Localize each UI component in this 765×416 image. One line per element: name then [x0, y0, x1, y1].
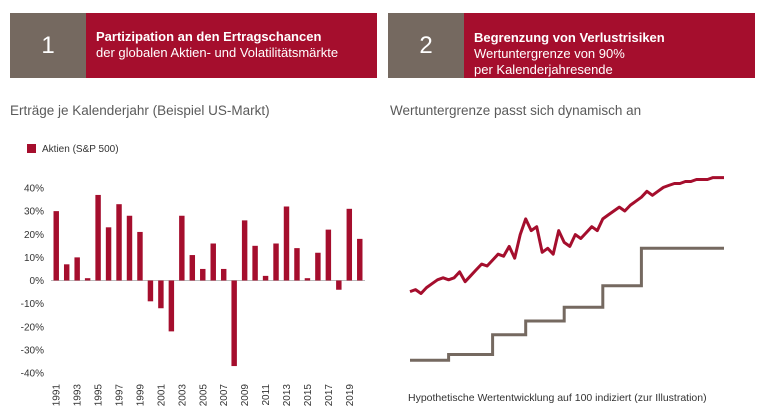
panel-2-line3: per Kalenderjahresende [474, 62, 613, 77]
bar-2011 [262, 275, 269, 281]
panel-1-heading: Partizipation an den Ertragschancen der … [96, 29, 338, 61]
bar-1991 [53, 211, 59, 281]
y-tick-label: -40% [21, 369, 44, 380]
portfolio-line [409, 176, 724, 295]
panel-2-title: Begrenzung von Verlustrisiken [474, 30, 665, 45]
y-tick-label: 0% [30, 276, 45, 287]
bar-2015 [304, 278, 311, 281]
bar-2010 [252, 245, 258, 281]
floor-step-line [410, 246, 724, 362]
x-tick-label: 1993 [73, 384, 84, 407]
x-tick-label: 1997 [115, 384, 126, 407]
bar-2014 [294, 248, 300, 281]
bar-1995 [95, 194, 101, 281]
y-tick-label: 40% [24, 184, 44, 195]
panel-1-title: Partizipation an den Ertragschancen [96, 29, 322, 44]
bar-2018 [336, 280, 342, 290]
x-tick-label: 1995 [94, 384, 105, 407]
x-tick-label: 2013 [282, 384, 293, 407]
bar-1992 [63, 264, 70, 281]
bar-2019 [346, 208, 353, 281]
panel-2-subtitle: Wertuntergrenze passt sich dynamisch an [390, 103, 642, 118]
bar-2009 [241, 220, 248, 281]
bar-2013 [283, 206, 290, 281]
bar-1993 [74, 257, 80, 281]
bar-1996 [105, 227, 112, 281]
panel-2-heading: Begrenzung von Verlustrisiken Wertunterg… [474, 30, 665, 78]
line-chart: Hypothetische Wertentwicklung auf 100 in… [408, 176, 724, 404]
x-tick-label: 2015 [303, 384, 314, 407]
bar-2020 [357, 238, 363, 281]
bar-chart: -40% -30% -20% -10% 0% 10% 20% 30% 40% 1991 1993 1… [21, 144, 365, 407]
x-tick-label: 2003 [177, 384, 188, 407]
bar-2004 [189, 255, 196, 281]
bar-2012 [273, 243, 279, 281]
bar-2000 [147, 280, 154, 302]
bar-1994 [84, 278, 91, 281]
x-tick-label: 2011 [261, 384, 272, 406]
bar-2002 [168, 280, 175, 332]
y-tick-label: -10% [21, 299, 44, 310]
bar-2006 [210, 243, 216, 281]
bar-1998 [126, 215, 133, 281]
x-tick-label: 2005 [198, 384, 209, 407]
legend-swatch [27, 144, 36, 153]
bar-2001 [158, 280, 164, 309]
y-tick-label: 10% [24, 253, 44, 264]
panel-2-line2: Wertuntergrenze von 90% [474, 46, 625, 61]
panel-1-number: 1 [10, 13, 86, 78]
x-tick-label: 2001 [156, 384, 167, 407]
x-tick-label: 2019 [345, 384, 356, 407]
bar-1997 [116, 204, 122, 281]
y-tick-label: -30% [21, 345, 44, 356]
line-chart-caption: Hypothetische Wertentwicklung auf 100 in… [408, 392, 707, 404]
bar-2007 [220, 268, 227, 281]
panel-2-number: 2 [388, 13, 464, 78]
x-tick-label: 1999 [135, 384, 146, 407]
x-tick-label: 2007 [219, 384, 230, 407]
bar-2008 [231, 280, 237, 367]
bar-2005 [200, 268, 206, 281]
panel-1-header: 1 Partizipation an den Ertragschancen de… [10, 13, 377, 78]
x-tick-label: 2009 [240, 384, 251, 407]
panel-1-subtitle: Erträge je Kalenderjahr (Beispiel US-Mar… [10, 103, 270, 118]
y-tick-label: 30% [24, 207, 44, 218]
x-tick-label: 2017 [324, 384, 335, 407]
bar-2017 [325, 229, 332, 281]
bar-2003 [179, 215, 185, 281]
legend-label: Aktien (S&P 500) [42, 144, 119, 155]
bar-1999 [137, 231, 143, 281]
panel-1-line2: der globalen Aktien- und Volatilitätsmär… [96, 45, 339, 60]
bar-2016 [315, 252, 321, 281]
y-tick-label: 20% [24, 230, 44, 241]
x-tick-label: 1991 [52, 384, 63, 407]
panel-2-header: 2 Begrenzung von Verlustrisiken Wertunte… [388, 13, 755, 78]
y-tick-label: -20% [21, 322, 44, 333]
